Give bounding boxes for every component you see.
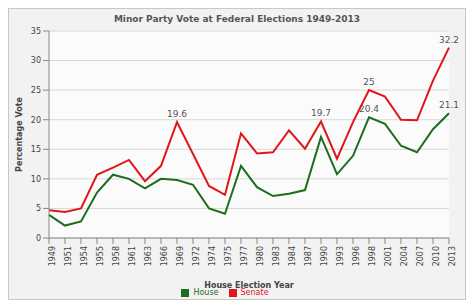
svg-text:1977: 1977 [240,246,249,266]
svg-text:20: 20 [31,116,41,125]
svg-text:1966: 1966 [160,246,169,266]
svg-text:19.7: 19.7 [311,108,331,118]
svg-text:1949: 1949 [48,246,57,266]
html-text:Senate: Senate [240,288,269,297]
svg-text:2004: 2004 [400,246,409,266]
svg-text:35: 35 [31,27,41,36]
svg-text:1974: 1974 [208,246,217,266]
svg-text:1996: 1996 [352,246,361,266]
svg-text:1990: 1990 [320,246,329,266]
svg-text:1993: 1993 [336,246,345,266]
svg-text:House Election Year: House Election Year [204,281,294,290]
svg-text:2001: 2001 [384,246,393,266]
svg-text:Percentage Vote: Percentage Vote [15,97,24,172]
svg-text:30: 30 [31,56,41,65]
html-text:Minor Party Vote at Federal El: Minor Party Vote at Federal Elections 19… [113,14,361,24]
svg-text:5: 5 [36,204,41,213]
svg-text:1969: 1969 [176,246,185,266]
svg-text:25: 25 [363,77,374,87]
svg-text:1954: 1954 [80,246,89,266]
svg-text:0: 0 [36,234,41,243]
svg-text:1984: 1984 [288,246,297,266]
svg-text:1961: 1961 [128,246,137,266]
svg-text:1955: 1955 [96,246,105,266]
svg-text:1983: 1983 [272,246,281,266]
svg-text:15: 15 [31,145,41,154]
svg-text:2013: 2013 [448,246,457,266]
svg-text:1951: 1951 [64,246,73,266]
html-text:House: House [193,288,219,297]
svg-text:1975: 1975 [224,246,233,266]
svg-text:21.1: 21.1 [439,100,459,110]
svg-text:1963: 1963 [144,246,153,266]
svg-text:1958: 1958 [112,246,121,266]
svg-text:19.6: 19.6 [167,109,187,119]
svg-text:1998: 1998 [368,246,377,266]
svg-text:2007: 2007 [416,246,425,266]
svg-text:32.2: 32.2 [439,35,459,45]
svg-text:2010: 2010 [432,246,441,266]
svg-text:1980: 1980 [256,246,265,266]
svg-text:25: 25 [31,86,41,95]
svg-text:10: 10 [31,175,41,184]
svg-text:1987: 1987 [304,246,313,266]
svg-text:20.4: 20.4 [359,104,379,114]
svg-text:1972: 1972 [192,246,201,266]
